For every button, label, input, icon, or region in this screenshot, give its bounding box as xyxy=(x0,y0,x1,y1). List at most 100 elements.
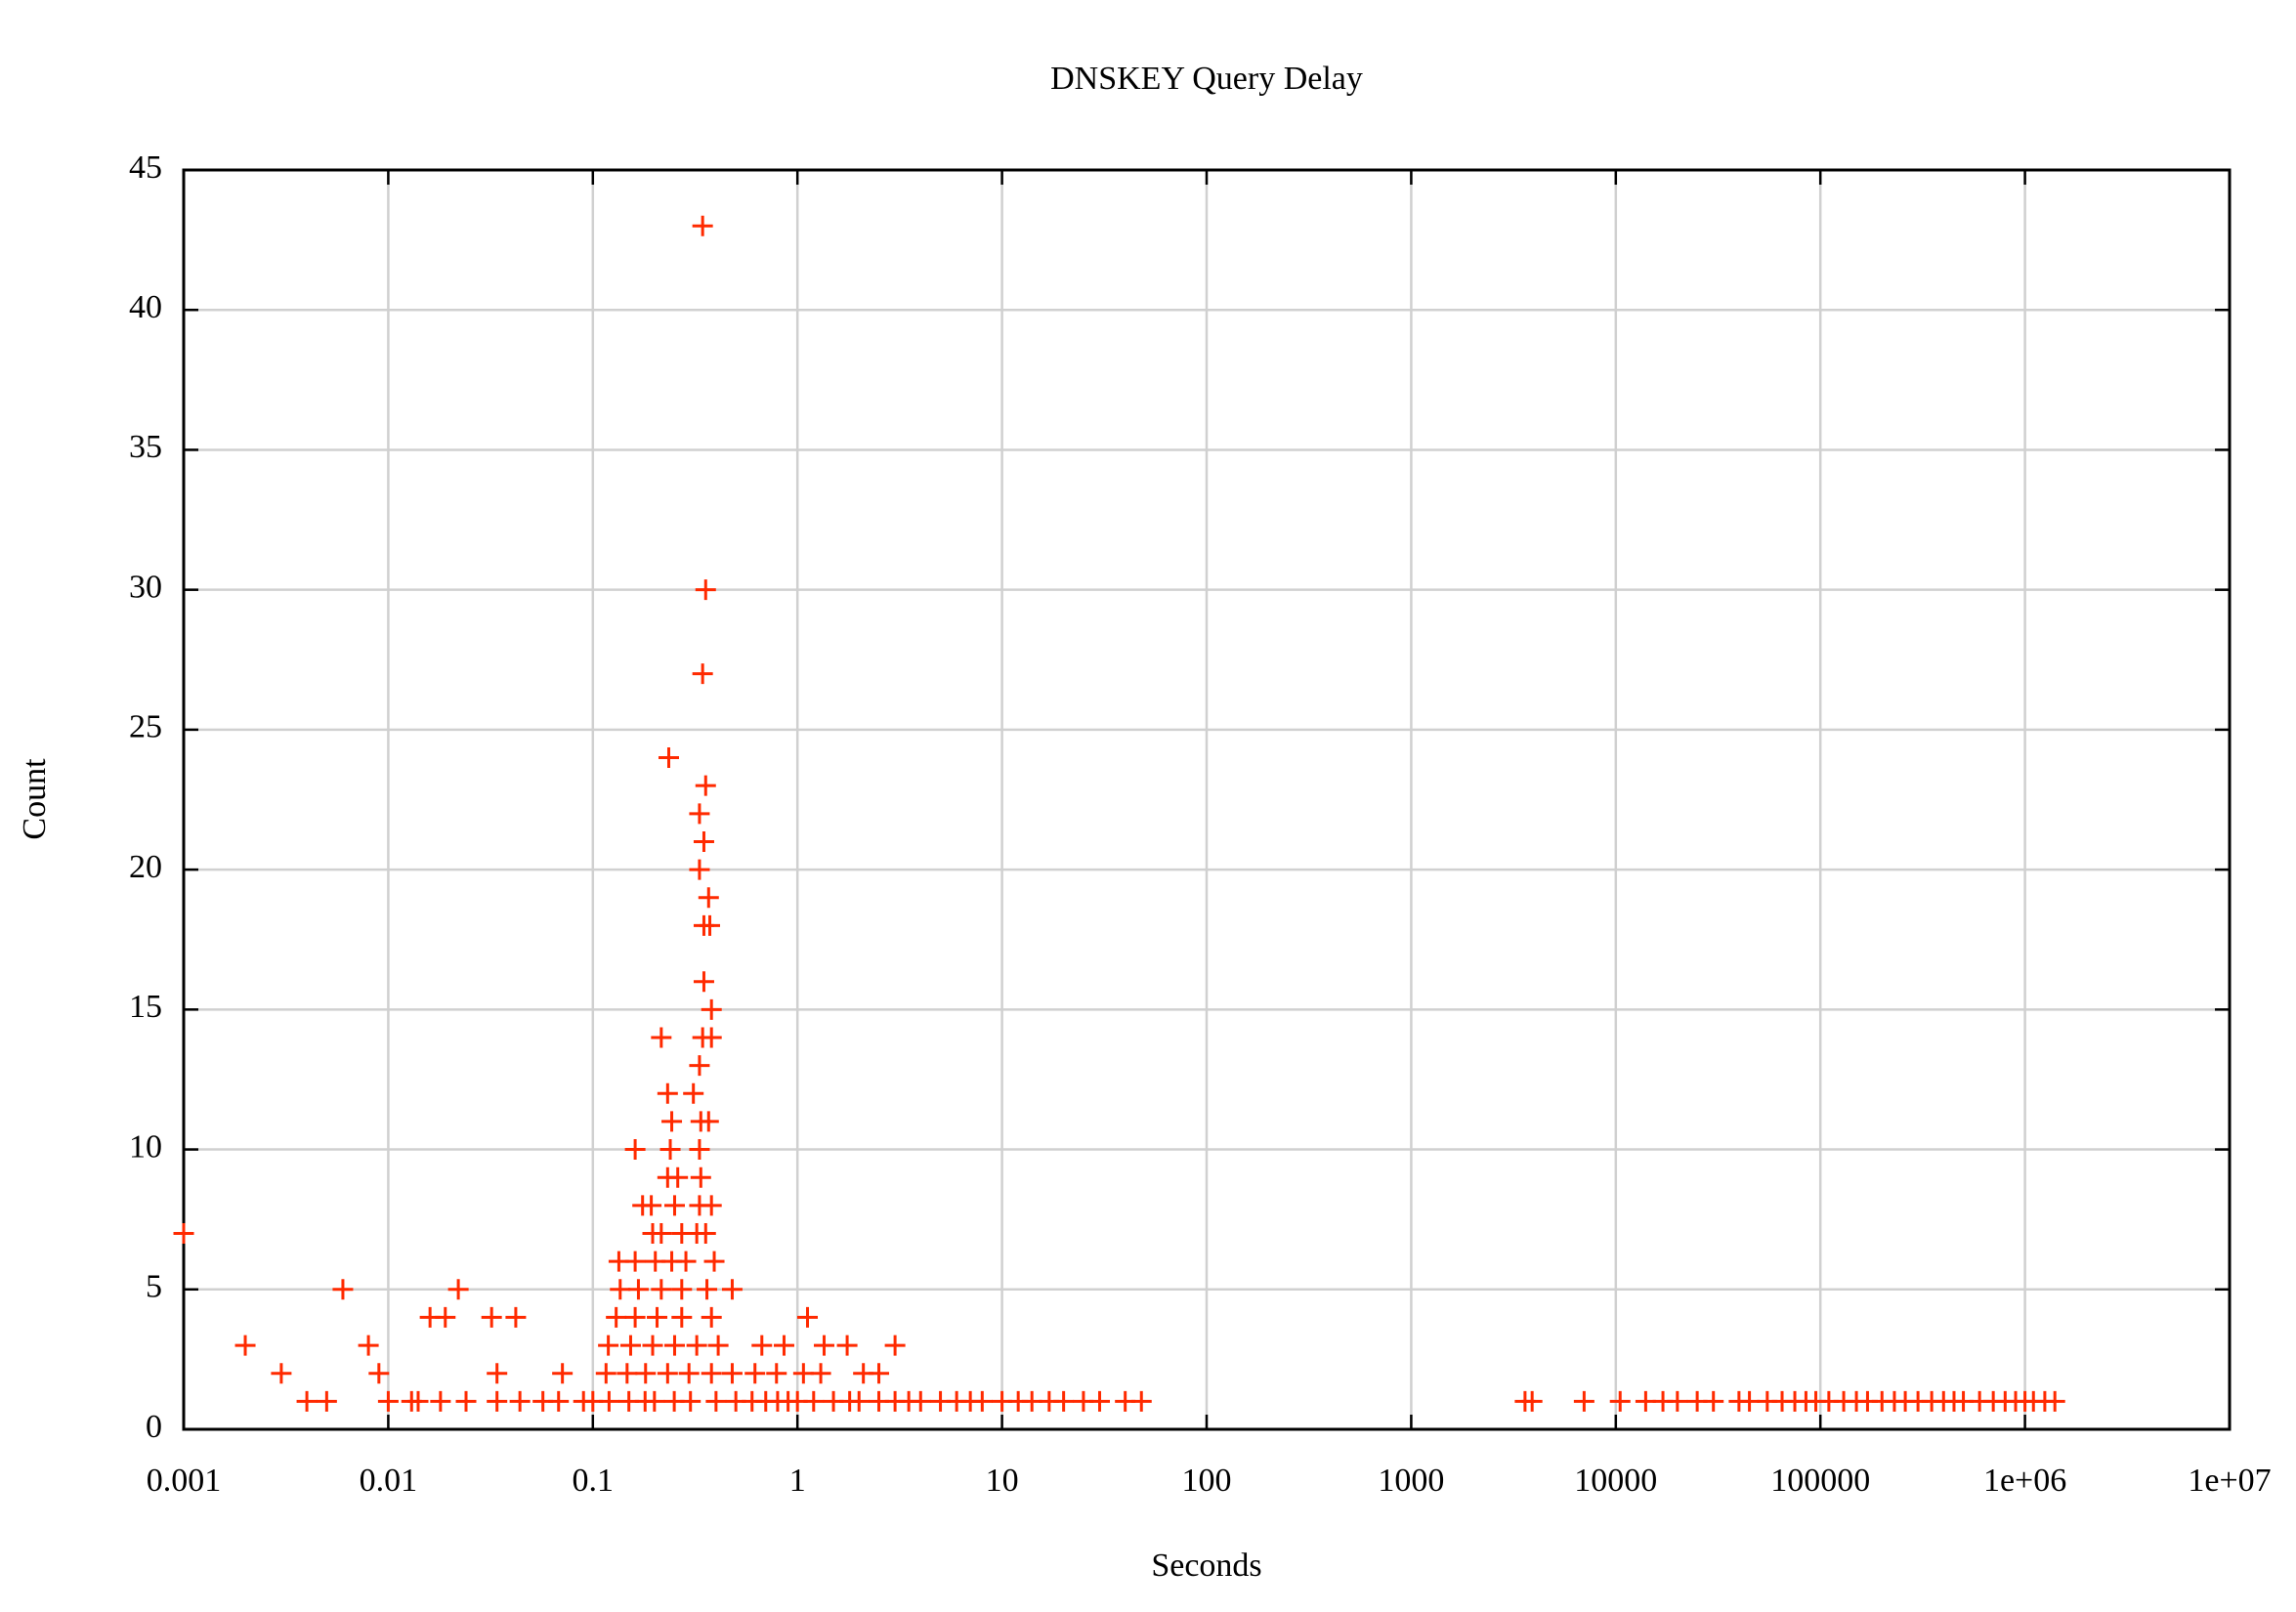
point xyxy=(689,1139,710,1161)
point xyxy=(642,1335,663,1356)
point xyxy=(701,1363,722,1384)
point xyxy=(487,1390,508,1412)
y-tick-label: 0 xyxy=(146,1409,162,1445)
point xyxy=(695,579,716,601)
point xyxy=(667,1167,689,1188)
point xyxy=(971,1390,993,1412)
y-tick-label: 25 xyxy=(129,709,162,745)
x-tick-label: 1e+07 xyxy=(2188,1463,2271,1499)
point xyxy=(705,1390,727,1412)
point xyxy=(721,1363,743,1384)
point xyxy=(1667,1390,1688,1412)
point xyxy=(703,1251,725,1272)
x-tick-label: 0.01 xyxy=(360,1463,418,1499)
point xyxy=(773,1335,794,1356)
point xyxy=(836,1335,858,1356)
point xyxy=(810,1363,831,1384)
point xyxy=(671,1306,693,1328)
point xyxy=(509,1390,531,1412)
point xyxy=(683,1082,704,1104)
chart-title: DNSKEY Query Delay xyxy=(1050,61,1363,97)
point xyxy=(686,1335,707,1356)
point xyxy=(552,1363,574,1384)
point xyxy=(693,830,714,852)
point xyxy=(647,1306,668,1328)
point xyxy=(663,1335,685,1356)
point xyxy=(701,1306,722,1328)
point xyxy=(671,1279,693,1300)
point xyxy=(693,971,714,993)
point xyxy=(606,1306,627,1328)
point xyxy=(624,1306,646,1328)
point xyxy=(1053,1390,1075,1412)
point xyxy=(661,1111,683,1132)
point xyxy=(721,1279,743,1300)
point xyxy=(751,1335,773,1356)
y-tick-label: 15 xyxy=(129,989,162,1025)
point xyxy=(910,1390,931,1412)
point xyxy=(659,1139,681,1161)
point xyxy=(692,215,713,236)
point xyxy=(627,1279,649,1300)
point xyxy=(803,1390,825,1412)
point xyxy=(700,914,721,936)
point xyxy=(689,1055,710,1077)
point xyxy=(678,1363,700,1384)
y-tick-label: 35 xyxy=(129,429,162,465)
point xyxy=(430,1390,451,1412)
point xyxy=(358,1335,379,1356)
point xyxy=(1609,1390,1631,1412)
y-tick-label: 10 xyxy=(129,1128,162,1165)
point xyxy=(1635,1390,1656,1412)
point xyxy=(505,1306,527,1328)
x-tick-label: 0.1 xyxy=(573,1463,615,1499)
point xyxy=(675,1251,697,1272)
point xyxy=(641,1195,662,1216)
point xyxy=(481,1306,502,1328)
point xyxy=(548,1390,570,1412)
x-tick-label: 1000 xyxy=(1378,1463,1444,1499)
plot-border xyxy=(182,168,2232,1431)
point xyxy=(707,1335,729,1356)
x-tick-label: 10000 xyxy=(1574,1463,1657,1499)
point xyxy=(651,1279,672,1300)
point xyxy=(695,1222,716,1244)
x-tick-label: 100 xyxy=(1182,1463,1232,1499)
point xyxy=(635,1363,657,1384)
point xyxy=(377,1390,399,1412)
point xyxy=(1739,1390,1761,1412)
y-tick-label: 40 xyxy=(129,289,162,325)
point xyxy=(813,1335,834,1356)
x-tick-label: 1 xyxy=(789,1463,806,1499)
point xyxy=(487,1363,508,1384)
point xyxy=(598,1335,619,1356)
point xyxy=(316,1390,337,1412)
point xyxy=(792,1363,814,1384)
point xyxy=(663,1195,685,1216)
point xyxy=(234,1335,256,1356)
point xyxy=(657,1363,678,1384)
point xyxy=(797,1306,819,1328)
point xyxy=(701,1027,722,1048)
point xyxy=(689,859,710,880)
point xyxy=(695,775,716,796)
point xyxy=(651,1222,672,1244)
point xyxy=(619,1335,641,1356)
x-tick-label: 100000 xyxy=(1770,1463,1870,1499)
point xyxy=(701,998,722,1020)
point xyxy=(1573,1390,1594,1412)
point xyxy=(1703,1390,1724,1412)
point xyxy=(595,1363,617,1384)
point xyxy=(624,1251,646,1272)
y-tick-label: 30 xyxy=(129,569,162,605)
x-tick-label: 1e+06 xyxy=(1983,1463,2066,1499)
point xyxy=(848,1390,870,1412)
x-tick-label: 0.001 xyxy=(147,1463,222,1499)
point xyxy=(1089,1390,1111,1412)
point xyxy=(644,1390,665,1412)
y-tick-label: 45 xyxy=(129,149,162,186)
point xyxy=(744,1363,766,1384)
point xyxy=(657,1082,678,1104)
point xyxy=(368,1363,390,1384)
